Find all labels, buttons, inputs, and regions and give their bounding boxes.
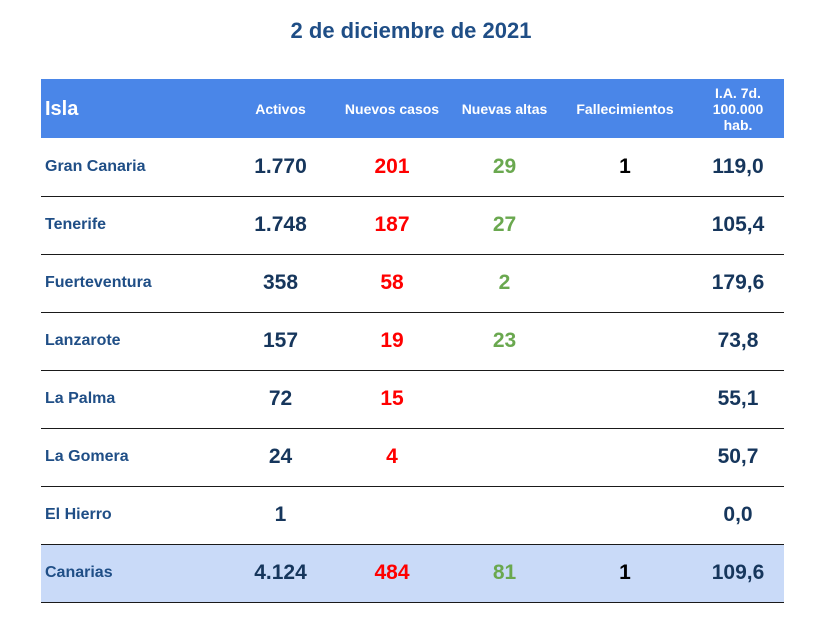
cell-nuevas-altas: 2 bbox=[498, 271, 511, 294]
cell-fallecimientos bbox=[558, 312, 692, 370]
cell-ia: 105,4 bbox=[711, 213, 765, 236]
cell-activos: 358 bbox=[262, 271, 299, 294]
table-row: Tenerife 1.748 187 27 105,4 bbox=[41, 196, 784, 254]
table-total-row: Canarias 4.124 484 81 1 109,6 bbox=[41, 544, 784, 602]
cell-nuevos-casos-total: 484 bbox=[374, 561, 410, 584]
cell-nuevos-casos: 19 bbox=[380, 329, 404, 352]
cell-activos: 24 bbox=[268, 445, 293, 468]
table-row: La Gomera 24 4 50,7 bbox=[41, 428, 784, 486]
cell-nuevos-casos: 201 bbox=[374, 154, 410, 178]
table-row: El Hierro 1 0,0 bbox=[41, 486, 784, 544]
table-row: La Palma 72 15 55,1 bbox=[41, 370, 784, 428]
cell-ia: 73,8 bbox=[717, 329, 759, 352]
covid-table: Isla Activos Nuevos casos Nuevas altas F… bbox=[41, 79, 784, 603]
cell-nuevas-altas-total: 81 bbox=[492, 561, 517, 584]
cell-activos: 1.748 bbox=[254, 213, 307, 236]
cell-ia: 50,7 bbox=[717, 445, 759, 468]
cell-fallecimientos bbox=[558, 428, 692, 486]
cell-fallecimientos-total: 1 bbox=[619, 561, 631, 584]
table-row: Fuerteventura 358 58 2 179,6 bbox=[41, 254, 784, 312]
cell-fallecimientos bbox=[558, 254, 692, 312]
cell-activos-total: 4.124 bbox=[254, 561, 307, 584]
header-fallecimientos: Fallecimientos bbox=[576, 100, 674, 117]
cell-nuevas-altas: 23 bbox=[492, 329, 517, 352]
cell-ia: 119,0 bbox=[712, 154, 764, 178]
cell-isla: Gran Canaria bbox=[45, 157, 146, 175]
header-activos: Activos bbox=[255, 100, 306, 117]
cell-isla: La Palma bbox=[45, 390, 116, 407]
cell-activos: 72 bbox=[268, 387, 293, 410]
cell-fallecimientos bbox=[558, 486, 692, 544]
cell-nuevos-casos: 4 bbox=[386, 445, 398, 468]
cell-ia: 0,0 bbox=[723, 503, 753, 526]
cell-isla-total: Canarias bbox=[45, 564, 113, 581]
cell-nuevas-altas bbox=[451, 370, 558, 428]
cell-nuevas-altas: 29 bbox=[492, 154, 517, 178]
cell-fallecimientos bbox=[558, 370, 692, 428]
cell-nuevas-altas: 27 bbox=[492, 213, 517, 236]
cell-fallecimientos: 1 bbox=[619, 154, 631, 178]
cell-isla: Fuerteventura bbox=[45, 274, 152, 291]
cell-fallecimientos bbox=[558, 196, 692, 254]
cell-isla: Tenerife bbox=[45, 216, 107, 233]
cell-isla: El Hierro bbox=[45, 506, 112, 523]
cell-activos: 157 bbox=[262, 329, 299, 352]
header-isla: Isla bbox=[45, 97, 79, 120]
cell-activos: 1.770 bbox=[254, 154, 307, 178]
header-nuevas-altas: Nuevas altas bbox=[461, 100, 548, 117]
table-header: Isla Activos Nuevos casos Nuevas altas F… bbox=[41, 79, 784, 138]
cell-nuevas-altas bbox=[451, 486, 558, 544]
cell-nuevos-casos: 15 bbox=[380, 387, 404, 410]
cell-nuevas-altas bbox=[451, 428, 558, 486]
header-ia: I.A. 7d. 100.000 hab. bbox=[712, 84, 764, 133]
cell-nuevos-casos: 187 bbox=[374, 213, 410, 236]
cell-isla: Lanzarote bbox=[45, 332, 121, 349]
header-nuevos-casos: Nuevos casos bbox=[344, 100, 440, 117]
cell-ia: 179,6 bbox=[711, 271, 765, 294]
table-row: Lanzarote 157 19 23 73,8 bbox=[41, 312, 784, 370]
table-row: Gran Canaria 1.770 201 29 1 119,0 bbox=[41, 138, 784, 196]
cell-nuevos-casos bbox=[333, 486, 451, 544]
cell-isla: La Gomera bbox=[45, 448, 129, 465]
cell-nuevos-casos: 58 bbox=[380, 271, 404, 294]
cell-ia-total: 109,6 bbox=[711, 561, 765, 584]
cell-activos: 1 bbox=[274, 503, 287, 526]
page-title: 2 de diciembre de 2021 bbox=[290, 18, 532, 43]
cell-ia: 55,1 bbox=[717, 387, 759, 410]
